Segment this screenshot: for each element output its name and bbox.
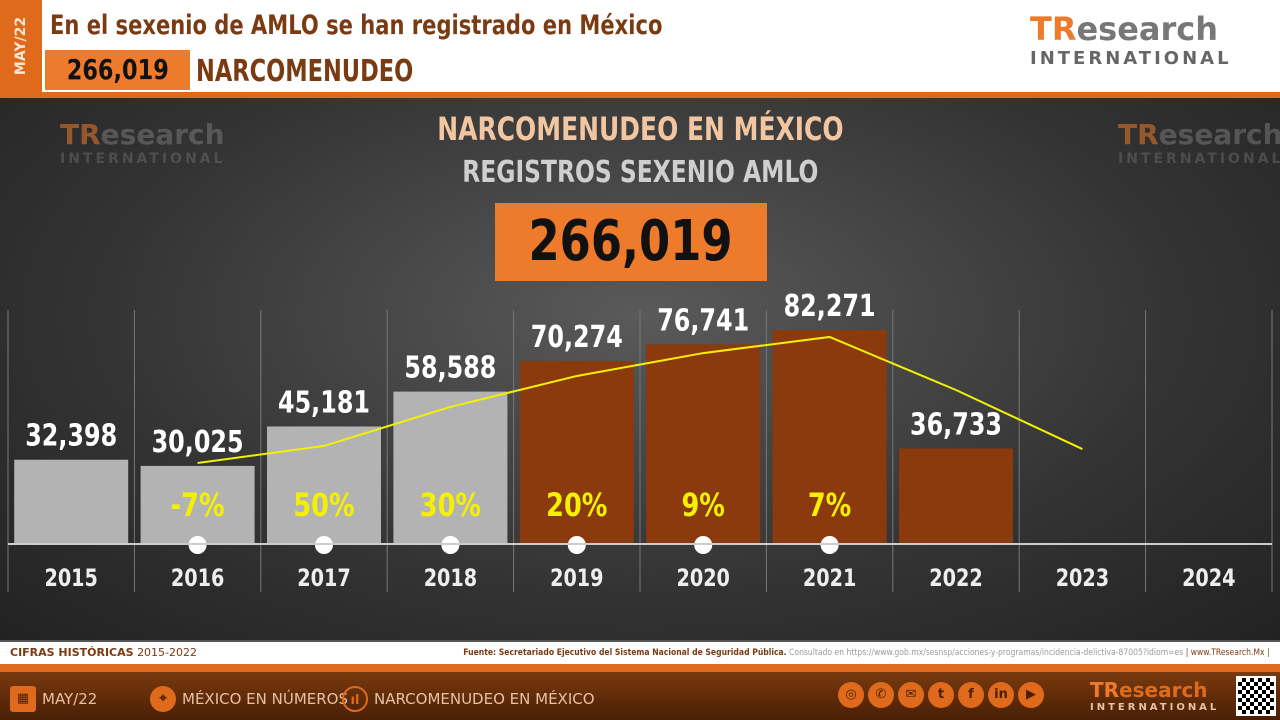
map-pin-icon: ⌖: [150, 686, 176, 712]
date-tag-text: MAY/22: [13, 16, 29, 76]
total-box: 266,019: [495, 203, 767, 281]
value-label-2015: 32,398: [25, 419, 117, 454]
headline: En el sexenio de AMLO se han registrado …: [50, 10, 663, 41]
social-links: ◎ ✆ ✉ t f in ▶: [838, 682, 1044, 708]
mail-icon[interactable]: ✉: [898, 682, 924, 708]
chart-subtitle-text: REGISTROS SEXENIO AMLO: [461, 155, 819, 190]
qr-code: [1236, 676, 1276, 716]
year-label-2018: 2018: [424, 565, 477, 593]
total-value: 266,019: [528, 209, 734, 274]
bar-2021: [772, 330, 887, 544]
footer-date: ▦ MAY/22: [10, 686, 97, 712]
year-label-2024: 2024: [1182, 565, 1235, 593]
logo-rest: esearch: [1119, 678, 1208, 702]
growth-label-2020: 9%: [681, 486, 724, 524]
logo-tr: TR: [60, 118, 101, 151]
globe-icon[interactable]: ◎: [838, 682, 864, 708]
linkedin-icon[interactable]: in: [988, 682, 1014, 708]
header-logo: TResearch INTERNATIONAL: [1030, 10, 1232, 69]
facebook-icon[interactable]: f: [958, 682, 984, 708]
headline-total: 266,019: [45, 50, 190, 90]
bar-chart: 32,398 2015 30,025 -7% 2016 45,181 50% 2017 58,5…: [7, 289, 1273, 593]
footer-date-text: MAY/22: [42, 690, 98, 708]
footer-topic[interactable]: ıl NARCOMENUDEO EN MÉXICO: [342, 686, 595, 712]
chart-subtitle: REGISTROS SEXENIO AMLO: [0, 155, 1280, 190]
logo-sub: INTERNATIONAL: [1030, 48, 1232, 69]
logo-rest: esearch: [1158, 118, 1280, 151]
crime-name: NARCOMENUDEO: [196, 54, 414, 89]
year-label-2016: 2016: [171, 565, 224, 593]
year-label-2023: 2023: [1056, 565, 1109, 593]
divider: [0, 664, 1280, 672]
bar-2015: [14, 459, 129, 544]
headline-total-text: 266,019: [66, 53, 169, 86]
footer-logo: TResearch INTERNATIONAL: [1090, 678, 1219, 713]
bar-2019: [519, 361, 634, 544]
chart-bubble-icon: ıl: [342, 686, 368, 712]
phone-icon[interactable]: ✆: [868, 682, 894, 708]
year-label-2015: 2015: [44, 565, 97, 593]
value-label-2019: 70,274: [531, 320, 623, 355]
value-label-2021: 82,271: [784, 289, 876, 324]
logo-sub: INTERNATIONAL: [60, 151, 226, 167]
watermark-logo-left: TResearch INTERNATIONAL: [60, 118, 225, 167]
value-label-2018: 58,588: [404, 351, 496, 386]
calendar-icon: ▦: [10, 686, 36, 712]
logo-sub: INTERNATIONAL: [1090, 702, 1220, 713]
footer-topic-text: NARCOMENUDEO EN MÉXICO: [374, 690, 595, 708]
growth-label-2021: 7%: [808, 486, 851, 524]
site-link[interactable]: | www.TResearch.Mx |: [1186, 648, 1270, 658]
source-note: Fuente: Secretariado Ejecutivo del Siste…: [464, 642, 1270, 664]
source-url[interactable]: Consultado en https://www.gob.mx/sesnsp/…: [789, 648, 1184, 658]
logo-tr: TR: [1118, 118, 1159, 151]
year-label-2022: 2022: [929, 565, 982, 593]
logo-sub: INTERNATIONAL: [1118, 151, 1280, 167]
date-tag: MAY/22: [0, 0, 42, 92]
year-label-2017: 2017: [297, 565, 350, 593]
bar-2016: [140, 465, 255, 544]
historic-note: CIFRAS HISTÓRICAS 2015-2022: [10, 642, 197, 664]
logo-rest: esearch: [100, 118, 225, 151]
youtube-icon[interactable]: ▶: [1018, 682, 1044, 708]
trend-line: [197, 335, 1083, 464]
watermark-logo-right: TResearch INTERNATIONAL: [1118, 118, 1280, 167]
chart-title: NARCOMENUDEO EN MÉXICO: [0, 110, 1280, 148]
footer-mexico-numeros[interactable]: ⌖ MÉXICO EN NÚMEROS: [150, 686, 348, 712]
header: MAY/22 En el sexenio de AMLO se han regi…: [0, 0, 1280, 92]
historic-range: 2015-2022: [137, 646, 198, 659]
logo-tr: TR: [1090, 678, 1120, 702]
year-label-2019: 2019: [550, 565, 603, 593]
historic-label: CIFRAS HISTÓRICAS: [10, 646, 134, 659]
footer-mexico-text: MÉXICO EN NÚMEROS: [182, 690, 349, 708]
logo-tr: TR: [1030, 10, 1077, 48]
bar-2022: [899, 448, 1013, 544]
year-label-2020: 2020: [676, 565, 729, 593]
source-text: Fuente: Secretariado Ejecutivo del Siste…: [463, 648, 788, 658]
value-label-2022: 36,733: [910, 407, 1002, 442]
value-label-2020: 76,741: [657, 303, 749, 338]
divider: [0, 92, 1280, 98]
growth-label-2017: 50%: [293, 486, 354, 524]
value-label-2017: 45,181: [278, 385, 370, 420]
logo-rest: esearch: [1076, 10, 1219, 48]
value-label-2016: 30,025: [152, 425, 244, 460]
year-label-2021: 2021: [803, 565, 856, 593]
bar-2018: [393, 391, 508, 544]
source-bar: CIFRAS HISTÓRICAS 2015-2022 Fuente: Secr…: [0, 640, 1280, 664]
bar-2020: [646, 344, 761, 544]
growth-label-2018: 30%: [420, 486, 481, 524]
footer: ▦ MAY/22 ⌖ MÉXICO EN NÚMEROS ıl NARCOMENUDE…: [0, 672, 1280, 720]
chart-title-text: NARCOMENUDEO EN MÉXICO: [436, 110, 844, 148]
growth-label-2019: 20%: [546, 486, 607, 524]
twitter-icon[interactable]: t: [928, 682, 954, 708]
growth-label-2016: -7%: [171, 486, 225, 524]
